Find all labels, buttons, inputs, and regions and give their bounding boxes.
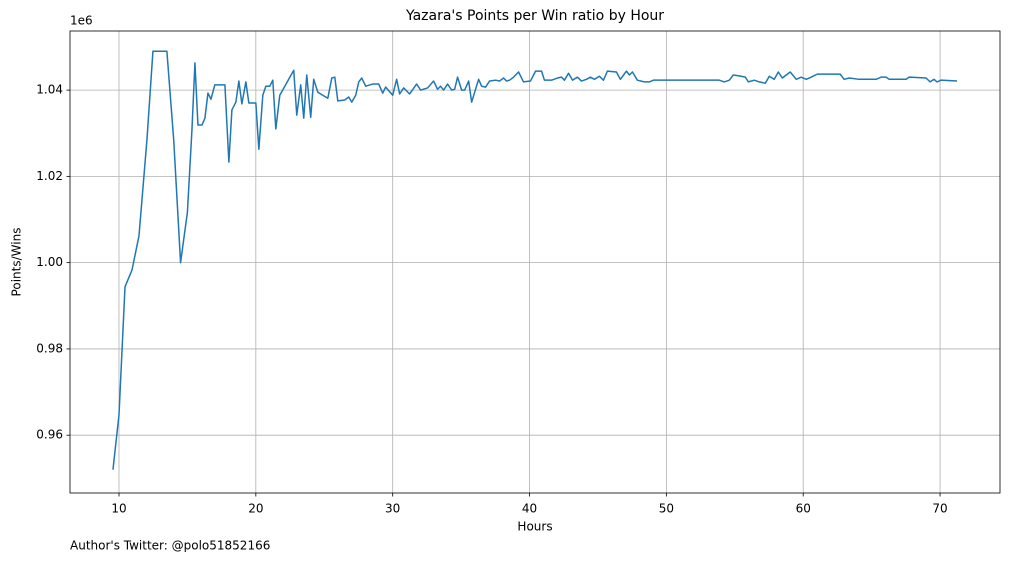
y-tick-label: 1.04 (36, 83, 63, 97)
y-tick-label: 0.96 (36, 428, 63, 442)
line-series (112, 50, 958, 470)
y-tick-label: 1.00 (36, 255, 63, 269)
x-tick-label: 40 (522, 502, 537, 516)
x-tick-label: 70 (932, 502, 947, 516)
x-tick-label: 60 (796, 502, 811, 516)
x-tick-label: 10 (111, 502, 126, 516)
y-tick-label: 1.02 (36, 169, 63, 183)
x-tick-label: 20 (248, 502, 263, 516)
x-tick-label: 30 (385, 502, 400, 516)
plot-frame (69, 30, 1001, 494)
y-axis-label: Points/Wins (10, 228, 24, 297)
chart-title: Yazara's Points per Win ratio by Hour (405, 8, 664, 24)
y-offset-label: 1e6 (70, 14, 93, 28)
x-axis-label: Hours (517, 520, 552, 534)
x-tick-label: 50 (659, 502, 674, 516)
footnote: Author's Twitter: @polo51852166 (70, 539, 270, 553)
y-tick-label: 0.98 (36, 341, 63, 355)
